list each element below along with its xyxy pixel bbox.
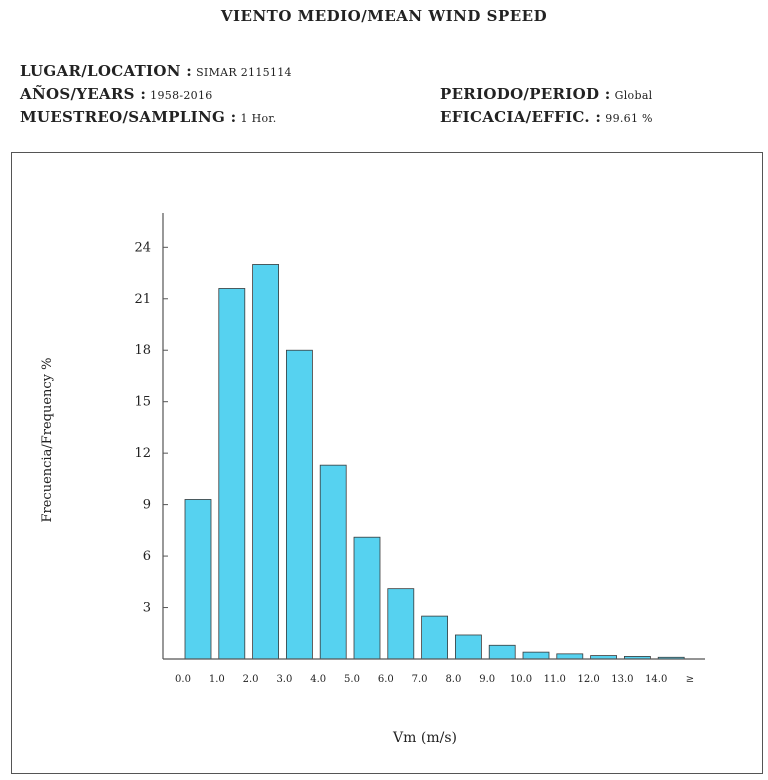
years-label: AÑOS/YEARS : — [20, 85, 147, 103]
chart-frame — [11, 152, 763, 774]
y-tick-label: 12 — [134, 446, 151, 461]
x-tick-label: 0.0 — [175, 674, 191, 685]
bar — [285, 349, 313, 660]
x-tick-label: 4.0 — [310, 674, 326, 685]
y-tick-label: 18 — [134, 343, 151, 358]
sampling-value: 1 Hor. — [240, 112, 277, 125]
x-tick-label: 7.0 — [412, 674, 428, 685]
x-tick-label: 10.0 — [510, 674, 532, 685]
bar — [387, 588, 415, 660]
y-tick-label: 9 — [143, 498, 151, 513]
bar — [319, 464, 347, 660]
bar — [421, 615, 449, 660]
bar — [522, 651, 550, 660]
bar — [556, 653, 584, 660]
x-tick-label: 5.0 — [344, 674, 360, 685]
bar — [454, 634, 482, 660]
bar — [184, 499, 212, 660]
y-tick-label: 15 — [134, 395, 151, 410]
period-label: PERIODO/PERIOD : — [440, 85, 611, 103]
x-tick-label: 8.0 — [445, 674, 461, 685]
efficacy-label: EFICACIA/EFFIC. : — [440, 108, 602, 126]
chart-title: VIENTO MEDIO/MEAN WIND SPEED — [220, 7, 548, 25]
y-tick-label: 3 — [143, 601, 151, 616]
x-tick-label: 11.0 — [544, 674, 566, 685]
efficacy-value: 99.61 % — [605, 112, 653, 125]
x-axis-label: Vm (m/s) — [392, 730, 457, 746]
sampling-row: MUESTREO/SAMPLING :1 Hor. — [20, 108, 277, 126]
bar — [252, 264, 280, 660]
y-tick-label: 6 — [143, 549, 151, 564]
x-tick-label: 1.0 — [209, 674, 225, 685]
x-tick-label: 3.0 — [276, 674, 292, 685]
period-value: Global — [614, 89, 653, 102]
y-tick-label: 21 — [134, 292, 151, 307]
x-tick-label: 12.0 — [577, 674, 599, 685]
y-tick-label: 24 — [134, 240, 151, 255]
y-axis-label: Frecuencia/Frequency % — [40, 357, 55, 522]
period-row: PERIODO/PERIOD : Global — [440, 85, 653, 103]
years-row: AÑOS/YEARS :1958-2016 — [20, 85, 213, 103]
x-tick-label: ≥ — [686, 674, 694, 685]
bar — [488, 644, 516, 660]
location-row: LUGAR/LOCATION : SIMAR 2115114 — [20, 62, 292, 80]
x-tick-label: 2.0 — [243, 674, 259, 685]
x-axis: 0.0 1.0 2.0 3.0 4.0 5.0 6.0 7.0 8.0 9.0 10.0 11.0 12… — [163, 658, 705, 685]
x-tick-label: 9.0 — [479, 674, 495, 685]
years-value: 1958-2016 — [150, 89, 213, 102]
efficacy-row: EFICACIA/EFFIC. :99.61 % — [440, 108, 653, 126]
x-tick-label: 6.0 — [378, 674, 394, 685]
bar — [218, 288, 246, 660]
bars-group — [184, 264, 685, 660]
x-tick-label: 13.0 — [611, 674, 633, 685]
location-value: SIMAR 2115114 — [196, 66, 292, 79]
y-axis: 3 6 9 12 15 18 21 24 — [134, 213, 168, 659]
bar — [353, 536, 381, 660]
sampling-label: MUESTREO/SAMPLING : — [20, 108, 237, 126]
location-label: LUGAR/LOCATION : — [20, 62, 193, 80]
x-tick-label: 14.0 — [645, 674, 667, 685]
